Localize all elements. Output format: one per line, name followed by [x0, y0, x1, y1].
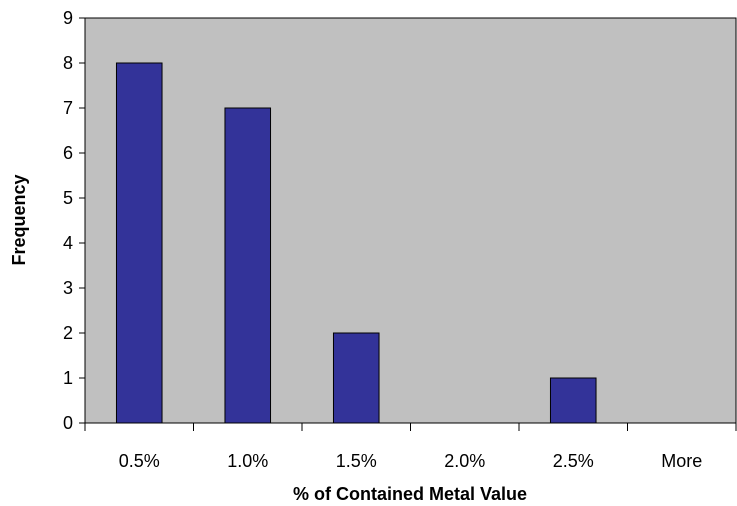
y-tick-label: 3: [63, 278, 73, 298]
bar-15: [332, 332, 380, 424]
bars: [115, 62, 597, 424]
x-tick-label: 2.0%: [444, 451, 485, 471]
x-tick-label: 2.5%: [553, 451, 594, 471]
bar-10: [224, 107, 272, 424]
x-axis-title: % of Contained Metal Value: [293, 484, 527, 504]
y-tick-label: 9: [63, 8, 73, 28]
x-tick-label: 1.0%: [227, 451, 268, 471]
y-tick-label: 7: [63, 98, 73, 118]
y-tick-label: 5: [63, 188, 73, 208]
y-tick-label: 4: [63, 233, 73, 253]
x-axis: 0.5% 1.0% 1.5% 2.0% 2.5% More: [84, 422, 737, 471]
x-tick-label: 1.5%: [336, 451, 377, 471]
y-tick-label: 2: [63, 323, 73, 343]
y-tick-label: 6: [63, 143, 73, 163]
y-tick-label: 0: [63, 413, 73, 433]
bar-25: [549, 377, 597, 424]
plot-area: [84, 17, 737, 424]
y-tick-label: 8: [63, 53, 73, 73]
x-tick-label: 0.5%: [119, 451, 160, 471]
y-axis: 0 1 2 3 4 5 6 7 8 9: [63, 8, 86, 433]
y-tick-label: 1: [63, 368, 73, 388]
x-tick-label: More: [661, 451, 702, 471]
y-axis-title: Frequency: [9, 174, 29, 265]
bar-05: [115, 62, 163, 424]
